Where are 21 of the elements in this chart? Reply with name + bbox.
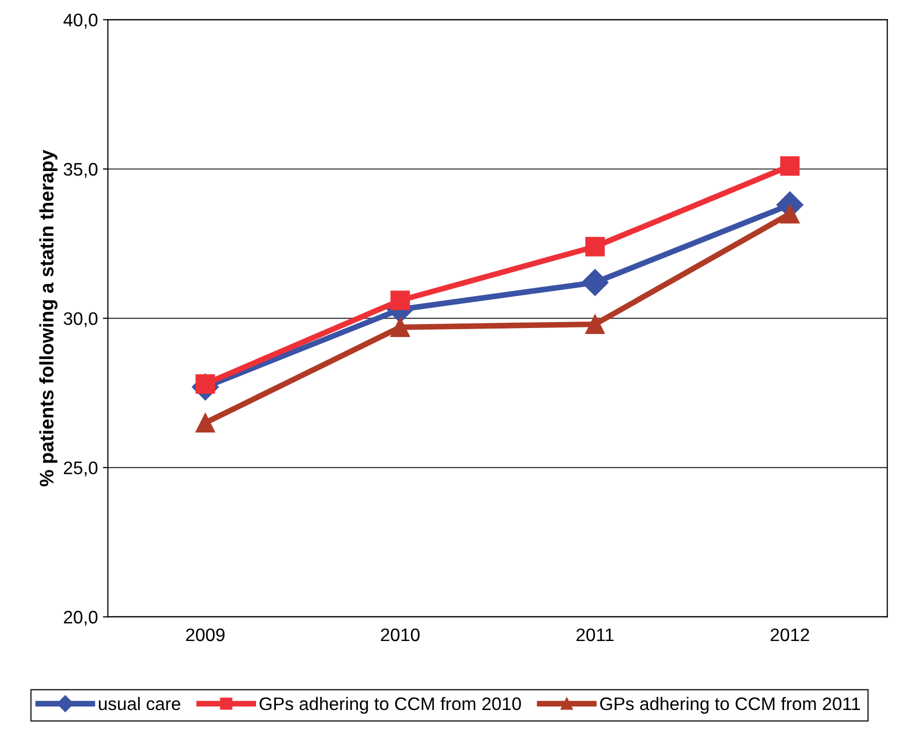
point: [390, 318, 410, 337]
x-tick-label: 2010: [380, 628, 420, 642]
point: [196, 413, 216, 432]
point: [780, 204, 800, 224]
y-tick-label: 30,0: [64, 312, 98, 328]
point: [780, 156, 800, 176]
y-tick-label: 40,0: [63, 14, 98, 29]
legend-label: usual care: [98, 696, 180, 710]
point: [585, 314, 605, 334]
legend-label: GPs adhering to CCM from 2010: [260, 696, 521, 714]
x-tick-label: 2012: [770, 628, 810, 642]
point: [582, 268, 608, 296]
x-tick-label: 2009: [186, 628, 225, 642]
point: [390, 290, 410, 310]
point: [585, 236, 605, 256]
x-tick-label: 2011: [576, 628, 614, 642]
legend-label: GPs adhering to CCM from 2011: [600, 696, 860, 714]
y-axis-title: % patients following a statin therapy: [39, 150, 58, 486]
y-tick-label: 20,0: [64, 610, 98, 626]
y-tick-label: 35,0: [64, 162, 98, 178]
y-tick-label: 25,0: [64, 462, 98, 476]
